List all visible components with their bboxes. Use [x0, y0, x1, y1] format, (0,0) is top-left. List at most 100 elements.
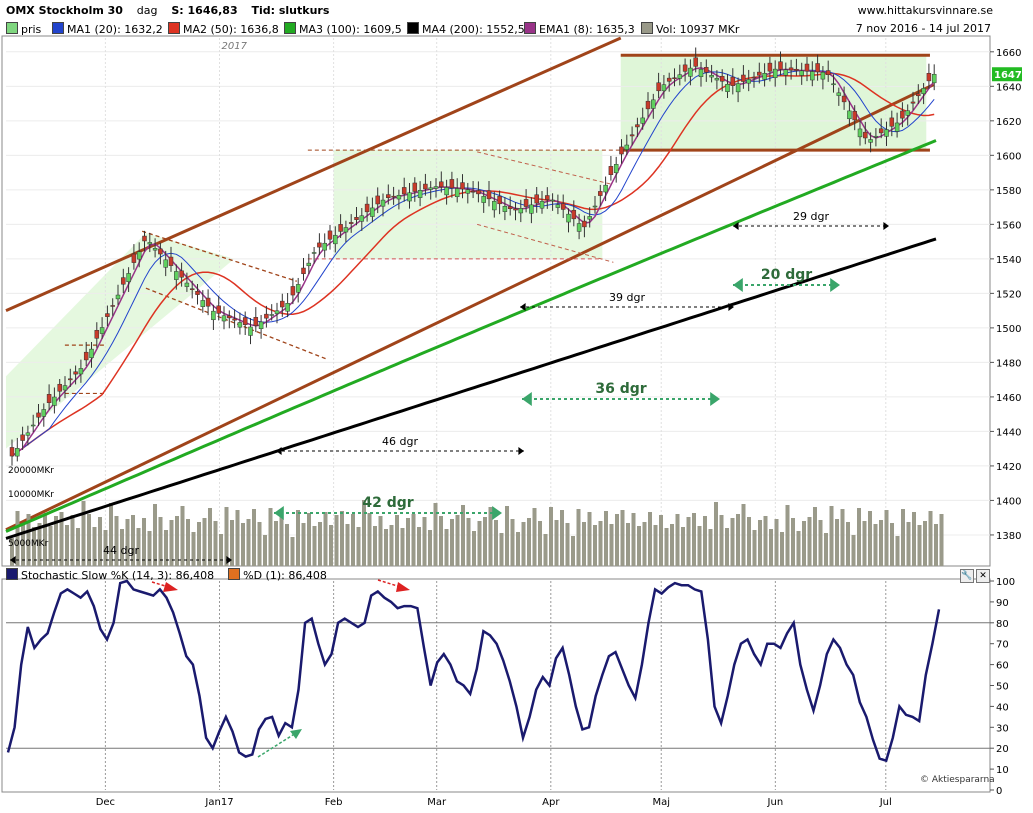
y-tick-label: 1420: [996, 462, 1021, 473]
volume-bar: [670, 524, 674, 566]
volume-bar: [15, 511, 20, 566]
site-url[interactable]: www.hittakursvinnare.se: [857, 4, 993, 17]
candle-body: [571, 209, 577, 220]
volume-bar: [582, 522, 586, 566]
candle-body: [719, 75, 725, 82]
candle-body: [105, 313, 110, 317]
candle-body: [730, 76, 736, 86]
volume-bar: [65, 525, 69, 566]
candle-body: [317, 242, 322, 248]
candle-body: [804, 63, 810, 72]
volume-bar: [637, 526, 641, 566]
candle-body: [417, 190, 423, 198]
candle-body: [179, 270, 184, 278]
candle-body: [810, 71, 815, 81]
volume-bar: [230, 520, 234, 566]
volume-bar: [527, 518, 531, 566]
candle-body: [931, 73, 937, 84]
volume-bar: [334, 515, 339, 566]
volume-bar: [180, 506, 185, 566]
candle-body: [841, 95, 847, 103]
volume-bar: [587, 512, 592, 566]
anno-39-label: 39 dgr: [609, 291, 645, 304]
close-icon[interactable]: ✕: [976, 569, 990, 583]
candle-body: [672, 77, 677, 80]
candle-body: [704, 67, 709, 73]
volume-bar: [769, 529, 773, 566]
candle-body: [693, 57, 698, 67]
volume-bar: [428, 530, 432, 566]
stoch-k-label: Stochastic Slow %K (14, 3): 86,408: [21, 569, 215, 582]
candle-body: [836, 92, 842, 96]
y-tick-label: 1580: [996, 186, 1021, 197]
anno-29-label: 29 dgr: [793, 210, 829, 223]
y-tick-label: 1500: [996, 324, 1021, 335]
anno-39-head-right: [728, 303, 734, 311]
candle-body: [20, 434, 25, 441]
volume-bar: [87, 514, 91, 566]
candle-body: [333, 235, 338, 245]
candle-body: [900, 110, 905, 119]
volume-bar: [439, 516, 443, 566]
candle-body: [767, 62, 773, 72]
candle-body: [89, 348, 94, 358]
candle-body: [211, 310, 216, 321]
volume-bar: [554, 520, 559, 566]
volume-bar: [54, 516, 58, 566]
stoch-y-tick-label: 30: [996, 723, 1009, 734]
volume-bar: [703, 516, 707, 566]
volume-bar: [32, 527, 36, 566]
volume-bar: [472, 531, 476, 566]
candle-body: [799, 70, 804, 76]
stoch-y-tick-label: 10: [996, 765, 1009, 776]
volume-bar: [884, 510, 889, 566]
candle-body: [507, 206, 513, 210]
volume-bar: [296, 510, 300, 566]
volume-bar: [362, 500, 366, 566]
volume-bar: [422, 517, 427, 566]
x-tick-label: Apr: [542, 797, 560, 808]
candle-body: [115, 294, 121, 300]
volume-bar: [356, 527, 361, 566]
volume-bar: [125, 519, 130, 566]
candle-body: [873, 135, 879, 138]
volume-axis-label: 20000MKr: [8, 466, 54, 476]
candle-body: [725, 83, 730, 92]
volume-bar: [10, 538, 14, 566]
candle-body: [847, 110, 852, 120]
volume-bar: [252, 509, 256, 566]
stochastic-legend: Stochastic Slow %K (14, 3): 86,408 %D (1…: [6, 568, 327, 582]
last-price-label: 1647: [994, 70, 1022, 81]
volume-bar: [224, 507, 229, 566]
candle-body: [640, 117, 645, 124]
candle-body: [258, 321, 264, 329]
candle-body: [274, 310, 280, 314]
stoch-frame: [1, 578, 991, 793]
candle-body: [401, 187, 407, 195]
volume-bar: [846, 522, 850, 566]
volume-bar: [763, 516, 768, 566]
volume-bar: [538, 521, 542, 566]
volume-bar: [598, 521, 603, 566]
candle-body: [189, 288, 195, 290]
candle-body: [820, 71, 826, 80]
volume-bar: [906, 522, 911, 566]
candle-body: [253, 317, 259, 326]
volume-bar: [274, 521, 278, 566]
candle-body: [460, 182, 465, 190]
volume-bar: [543, 534, 548, 566]
volume-bar: [98, 517, 102, 566]
anno-42-head-left: [274, 506, 284, 520]
volume-bar: [923, 521, 927, 566]
candle-body: [163, 259, 168, 268]
volume-bar: [653, 525, 658, 566]
candle-body: [857, 128, 863, 138]
y-tick-label: 1540: [996, 255, 1021, 266]
volume-bar: [92, 527, 97, 566]
candle-body: [545, 195, 550, 200]
volume-bar: [642, 522, 647, 566]
volume-bar: [626, 523, 630, 566]
y-tick-label: 1440: [996, 427, 1021, 438]
volume-bar: [191, 532, 196, 566]
settings-icon[interactable]: 🔧: [960, 569, 974, 583]
